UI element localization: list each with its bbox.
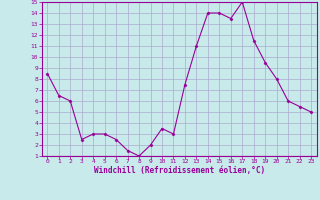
- X-axis label: Windchill (Refroidissement éolien,°C): Windchill (Refroidissement éolien,°C): [94, 166, 265, 175]
